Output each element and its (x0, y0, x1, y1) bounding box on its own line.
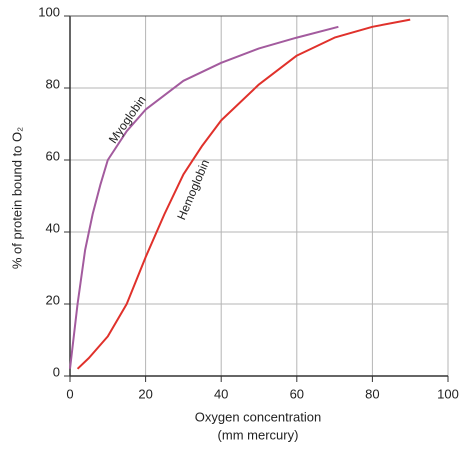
line-series (76, 18, 411, 370)
y-tick-label: 0 (53, 364, 60, 379)
x-tick-label: 20 (138, 386, 152, 401)
y-axis-label: % of protein bound to O₂ (9, 127, 24, 269)
line-series (69, 25, 339, 369)
x-tick-label: 40 (214, 386, 228, 401)
x-tick-label: 0 (66, 386, 73, 401)
curve-label: Myoglobin (106, 93, 149, 146)
x-tick-label: 80 (365, 386, 379, 401)
curve-label: Hemoglobin (174, 157, 212, 221)
x-axis-unit: (mm mercury) (218, 427, 299, 442)
x-tick-label: 100 (437, 386, 459, 401)
y-tick-label: 80 (46, 76, 60, 91)
y-tick-label: 60 (46, 148, 60, 163)
y-tick-label: 100 (38, 4, 60, 19)
x-tick-label: 60 (290, 386, 304, 401)
x-axis-label: Oxygen concentration (195, 409, 321, 424)
y-tick-label: 20 (46, 292, 60, 307)
y-tick-label: 40 (46, 220, 60, 235)
